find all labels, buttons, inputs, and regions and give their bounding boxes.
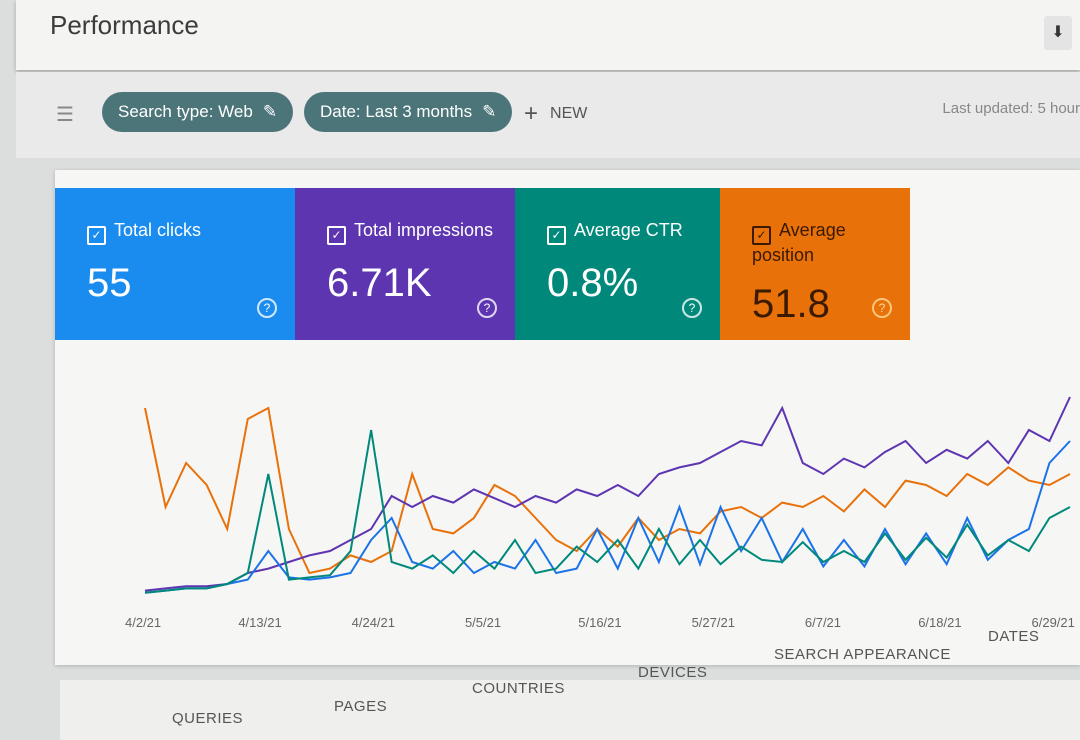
new-filter-button[interactable]: + NEW [524, 100, 587, 128]
help-icon[interactable]: ? [257, 298, 277, 318]
metric-total-impressions[interactable]: ✓ Total impressions 6.71K ? [295, 188, 515, 340]
metric-value: 6.71K [327, 261, 432, 305]
metric-label: Average CTR [574, 220, 683, 240]
x-tick-label: 6/29/21 [1032, 615, 1075, 630]
date-chip[interactable]: Date: Last 3 months ✎ [304, 92, 513, 132]
x-tick-label: 6/18/21 [918, 615, 961, 630]
help-icon[interactable]: ? [682, 298, 702, 318]
series-line-total-impressions [144, 396, 1071, 592]
page-title: Performance [50, 10, 199, 40]
tab-queries[interactable]: QUERIES [172, 710, 244, 727]
checkbox-icon[interactable]: ✓ [752, 226, 771, 245]
metric-average-ctr[interactable]: ✓ Average CTR 0.8% ? [515, 188, 720, 340]
metric-average-position[interactable]: ✓ Average position 51.8 ? [720, 188, 910, 340]
series-line-total-clicks [144, 440, 1071, 594]
help-icon[interactable]: ? [477, 298, 497, 318]
filter-icon[interactable]: ☰ [56, 104, 74, 126]
tab-search-appearance[interactable]: SEARCH APPEARANCE [774, 646, 951, 663]
x-tick-label: 4/13/21 [238, 615, 281, 630]
plus-icon: + [524, 100, 539, 127]
dimension-tabs: QUERIES PAGES COUNTRIES DEVICES SEARCH A… [60, 628, 1080, 740]
x-tick-label: 6/7/21 [805, 615, 841, 630]
checkbox-icon[interactable]: ✓ [87, 226, 106, 245]
series-line-average-ctr [144, 429, 1071, 594]
x-tick-label: 5/16/21 [578, 615, 621, 630]
metric-label: Total impressions [354, 220, 494, 240]
checkbox-icon[interactable]: ✓ [547, 226, 566, 245]
pencil-icon: ✎ [262, 102, 278, 121]
performance-panel: ✓ Total clicks 55 ? ✓ Total impressions 6.… [55, 170, 1080, 665]
chip-label: Date: Last 3 months [320, 102, 473, 121]
series-line-average-position [144, 406, 1071, 575]
download-icon[interactable]: ⬇ [1044, 16, 1072, 50]
performance-chart: 4/2/21 4/13/21 4/24/21 5/5/21 5/16/21 5/27/21… [125, 396, 1075, 630]
chip-label: Search type: Web [118, 102, 253, 121]
metric-value: 55 [87, 261, 132, 305]
tab-pages[interactable]: PAGES [334, 698, 388, 715]
new-label: NEW [550, 105, 588, 122]
filter-bar: ☰ Search type: Web ✎ Date: Last 3 months ✎… [16, 72, 1080, 158]
help-icon[interactable]: ? [872, 298, 892, 318]
search-type-chip[interactable]: Search type: Web ✎ [102, 92, 294, 132]
tab-devices[interactable]: DEVICES [638, 664, 708, 681]
x-tick-label: 4/2/21 [125, 615, 161, 630]
x-tick-label: 5/5/21 [465, 615, 501, 630]
x-tick-label: 4/24/21 [352, 615, 395, 630]
last-updated: Last updated: 5 hour [942, 100, 1080, 117]
tab-dates[interactable]: DATES [988, 628, 1040, 645]
metric-label: Average position [752, 220, 846, 265]
checkbox-icon[interactable]: ✓ [327, 226, 346, 245]
x-tick-label: 5/27/21 [692, 615, 735, 630]
tab-countries[interactable]: COUNTRIES [472, 680, 565, 697]
metric-total-clicks[interactable]: ✓ Total clicks 55 ? [55, 188, 295, 340]
pencil-icon: ✎ [482, 102, 497, 121]
metric-label: Total clicks [114, 220, 202, 240]
metric-value: 51.8 [752, 282, 830, 326]
metric-value: 0.8% [547, 261, 639, 305]
header: Performance ⬇ [16, 0, 1080, 70]
